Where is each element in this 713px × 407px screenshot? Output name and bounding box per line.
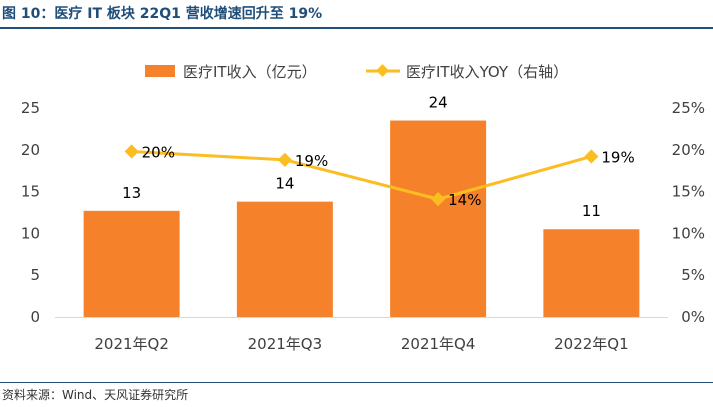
y-left-tick-label: 25 xyxy=(21,99,40,117)
x-category-label: 2022年Q1 xyxy=(554,335,629,353)
y-right-tick-label: 15% xyxy=(672,183,705,201)
x-category-label: 2021年Q2 xyxy=(94,335,169,353)
chart-area: 医疗IT收入（亿元） 医疗IT收入YOY（右轴） 0 5 10 15 20 25 0% 5% 10%… xyxy=(0,30,713,380)
bar-data-label: 11 xyxy=(582,202,601,220)
yoy-data-label: 14% xyxy=(448,191,481,209)
y-right-tick-label: 20% xyxy=(672,141,705,159)
y-right-tick-label: 5% xyxy=(681,266,705,284)
source-note: 资料来源：Wind、天风证券研究所 xyxy=(2,388,189,402)
bar-mark xyxy=(543,229,640,317)
y-left-tick-label: 10 xyxy=(21,224,40,242)
legend-swatch-bar xyxy=(145,65,175,77)
y-right-tick-label: 0% xyxy=(681,308,705,326)
legend-label-line: 医疗IT收入YOY（右轴） xyxy=(406,63,568,81)
title-divider xyxy=(0,27,713,29)
yoy-data-label: 19% xyxy=(295,152,328,170)
x-category-label: 2021年Q3 xyxy=(248,335,323,353)
yoy-line xyxy=(131,149,592,201)
legend-label-bar: 医疗IT收入（亿元） xyxy=(183,63,317,81)
y-left-tick-label: 5 xyxy=(30,266,40,284)
bar-data-label: 14 xyxy=(275,175,294,193)
figure-title: 图 10：医疗 IT 板块 22Q1 营收增速回升至 19% xyxy=(2,6,323,22)
x-category-label: 2021年Q4 xyxy=(401,335,476,353)
chart-svg: 医疗IT收入（亿元） 医疗IT收入YOY（右轴） 0 5 10 15 20 25 0% 5% 10%… xyxy=(21,63,705,353)
yoy-marker xyxy=(431,192,446,207)
yoy-data-label: 20% xyxy=(142,143,175,161)
bar-mark xyxy=(390,120,487,317)
yoy-marker xyxy=(584,149,599,164)
y-right-tick-label: 25% xyxy=(672,99,705,117)
yoy-marker xyxy=(277,152,292,167)
yoy-marker xyxy=(124,144,139,159)
y-right-tick-label: 10% xyxy=(672,224,705,242)
legend-marker-line xyxy=(376,64,389,77)
y-left-tick-label: 15 xyxy=(21,183,40,201)
source-divider xyxy=(0,382,713,383)
bar-data-label: 13 xyxy=(122,184,141,202)
bar-data-label: 24 xyxy=(429,94,448,112)
yoy-data-label: 19% xyxy=(601,148,634,166)
y-left-tick-label: 20 xyxy=(21,141,40,159)
bar-mark xyxy=(83,210,180,317)
y-left-tick-label: 0 xyxy=(30,308,40,326)
bar-mark xyxy=(236,201,333,317)
